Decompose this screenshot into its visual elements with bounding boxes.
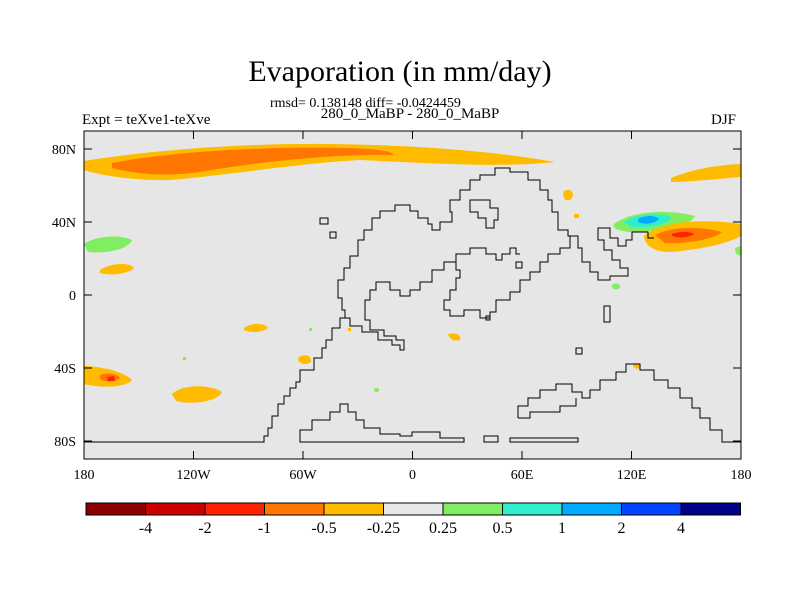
x-tick-label: 180 xyxy=(74,468,95,483)
x-tick-label: 180 xyxy=(731,468,752,483)
colorbar-swatch xyxy=(204,502,265,516)
plot-subtitle: 280_0_MaBP - 280_0_MaBP xyxy=(320,106,500,122)
colorbar-swatch xyxy=(323,502,384,516)
island-1 xyxy=(319,217,329,225)
mid-green-spot xyxy=(374,387,380,393)
aus-orange-spot xyxy=(633,363,641,369)
x-ticks xyxy=(83,131,742,459)
colorbar-swatch xyxy=(621,502,682,516)
tropic-green-spot xyxy=(611,283,621,290)
island-5 xyxy=(575,347,583,355)
mid-orange-spot xyxy=(448,333,461,341)
npac-orange xyxy=(100,264,134,275)
arctic-band-red xyxy=(112,147,394,175)
colorbar-swatch xyxy=(145,502,206,516)
colorbar-swatch xyxy=(502,502,563,516)
coastline-inner-loop xyxy=(469,199,499,229)
coastline-antarctic-1 xyxy=(299,403,465,443)
map-background xyxy=(84,131,741,459)
x-tick-label: 0 xyxy=(409,468,416,483)
season-label: DJF xyxy=(711,112,737,128)
colorbar: -4 -2 -1 -0.5 -0.25 0.25 0.5 1 2 4 xyxy=(85,502,741,537)
spac-core xyxy=(107,376,115,381)
coastline-west-edge xyxy=(84,210,385,443)
nwpac-core xyxy=(672,231,694,238)
y-tick-label: 80N xyxy=(52,143,76,158)
satl-orange xyxy=(244,323,268,333)
island-4 xyxy=(603,305,611,323)
colorbar-label: -4 xyxy=(139,520,152,537)
coastlines xyxy=(84,167,741,443)
colorbar-label: -2 xyxy=(198,520,211,537)
y-tick-label: 80S xyxy=(54,435,76,450)
colorbar-label: 2 xyxy=(618,520,626,537)
island-2 xyxy=(329,231,337,239)
east-band-orange xyxy=(671,164,741,182)
x-tick-label: 60E xyxy=(511,468,534,483)
small-orange-dot-2 xyxy=(348,328,351,331)
colorbar-swatch xyxy=(264,502,325,516)
easia-blue xyxy=(638,216,659,224)
colorbar-label: -0.5 xyxy=(311,520,336,537)
stats-text: rmsd= 0.138148 diff= -0.0424459 xyxy=(270,96,461,111)
contour-fills xyxy=(84,143,741,403)
coastline-inner-south xyxy=(342,247,520,351)
colorbar-label: -0.25 xyxy=(367,520,400,537)
coastline-main xyxy=(385,167,654,281)
experiment-label: Expt = teXve1-teXve xyxy=(82,112,211,128)
plot-title: Evaporation (in mm/day) xyxy=(248,55,552,88)
island-3 xyxy=(515,261,523,269)
island-6 xyxy=(485,315,491,321)
colorbar-swatch xyxy=(680,502,741,516)
coastline-east-continent-2 xyxy=(518,398,577,419)
coastline-east-continent xyxy=(517,363,741,443)
colorbar-label: 0.5 xyxy=(493,520,513,537)
coastline-antarctic-3 xyxy=(509,437,579,443)
spac-orange-2 xyxy=(172,386,222,403)
x-tick-label: 120E xyxy=(617,468,647,483)
ne-small-spot xyxy=(574,214,579,218)
colorbar-label: 0.25 xyxy=(429,520,457,537)
colorbar-label: 4 xyxy=(677,520,685,537)
indian-orange xyxy=(298,355,312,365)
y-tick-label: 0 xyxy=(69,289,76,304)
npac-green xyxy=(84,236,132,253)
colorbar-swatch xyxy=(442,502,503,516)
x-tick-label: 120W xyxy=(176,468,211,483)
colorbar-label: 1 xyxy=(558,520,566,537)
colorbar-swatch xyxy=(383,502,444,516)
east-edge-green xyxy=(735,246,741,256)
colorbar-swatch xyxy=(561,502,622,516)
coastline-east-interior xyxy=(443,236,571,319)
y-tick-label: 40S xyxy=(54,362,76,377)
coastline-antarctic-2 xyxy=(483,435,499,443)
x-tick-label: 60W xyxy=(289,468,317,483)
small-orange-dot-1 xyxy=(183,357,186,360)
y-tick-label: 40N xyxy=(52,216,76,231)
colorbar-label: -1 xyxy=(258,520,271,537)
colorbar-swatch xyxy=(85,502,146,516)
y-ticks xyxy=(84,148,741,442)
small-green-dot xyxy=(309,328,312,331)
ne-spot-orange xyxy=(563,189,573,201)
y-tick-labels: 80N 40N 0 40S 80S xyxy=(52,143,76,450)
x-tick-labels: 180 120W 60W 0 60E 120E 180 xyxy=(74,468,752,483)
